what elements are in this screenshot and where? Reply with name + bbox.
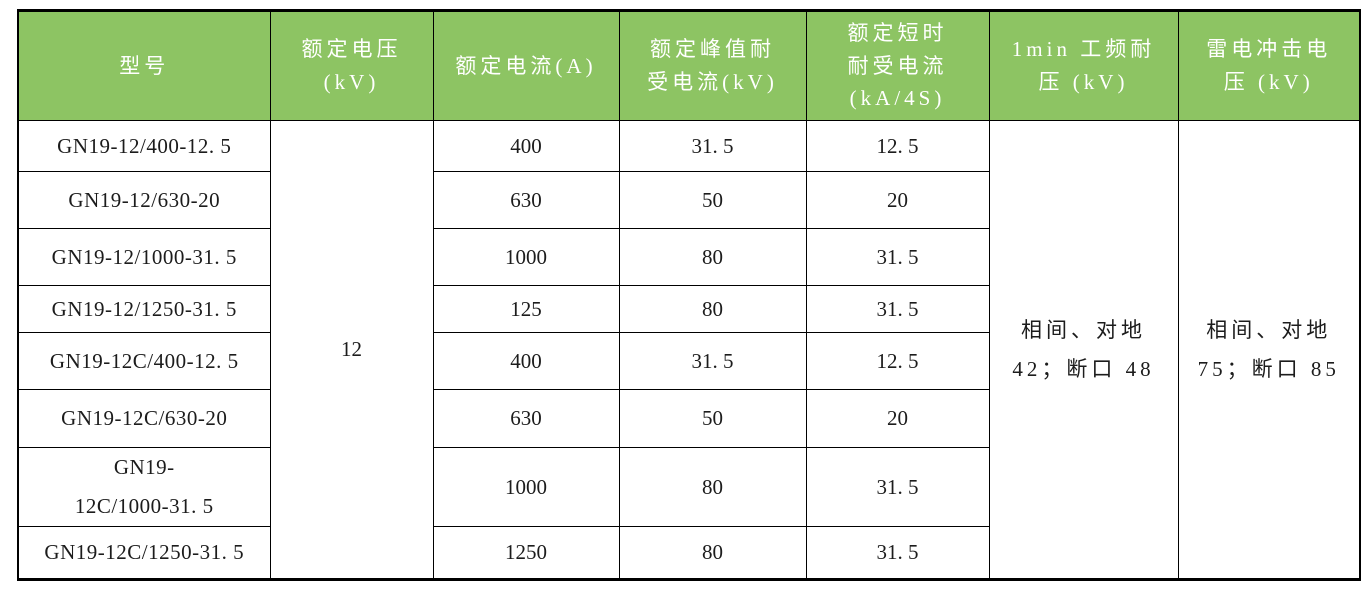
table-row: GN19-12/1250-31. 5 125 80 31. 5 — [17, 285, 1360, 333]
peak-current-cell: 80 — [618, 285, 807, 333]
table-row: GN19-12/630-20 630 50 20 — [17, 171, 1360, 229]
table-row: GN19-12/400-12. 5 12 400 31. 5 12. 5 相间、… — [17, 120, 1361, 580]
header-power-frequency-voltage: 1min 工频耐 压 (kV) — [988, 10, 1179, 121]
short-time-current-cell: 31. 5 — [805, 228, 990, 286]
header-lightning-impulse-voltage: 雷电冲击电 压 (kV) — [1177, 10, 1361, 121]
model-cell: GN19-12C/400-12. 5 — [17, 332, 271, 390]
rated-current-cell: 400 — [432, 120, 620, 172]
model-cell: GN19-12/630-20 — [17, 171, 271, 229]
short-time-current-cell: 12. 5 — [805, 332, 990, 390]
header-model: 型号 — [17, 10, 271, 121]
short-time-current-cell: 20 — [805, 389, 990, 448]
peak-current-cell: 31. 5 — [618, 332, 807, 390]
short-time-current-cell: 12. 5 — [805, 120, 990, 172]
table-row: GN19-12C/1250-31. 5 1250 80 31. 5 — [17, 526, 1360, 580]
peak-current-cell: 80 — [618, 526, 807, 580]
rated-current-cell: 400 — [432, 332, 620, 390]
header-peak-withstand-current: 额定峰值耐 受电流(kV) — [618, 10, 807, 121]
header-rated-voltage: 额定电压 (kV) — [269, 10, 434, 121]
model-cell: GN19-12C/1250-31. 5 — [17, 526, 271, 580]
rated-current-cell: 630 — [432, 171, 620, 229]
short-time-current-cell: 31. 5 — [805, 447, 990, 527]
rated-voltage-merged-cell: 12 — [269, 120, 434, 580]
rated-current-cell: 1250 — [432, 526, 620, 580]
rated-current-cell: 630 — [432, 389, 620, 448]
peak-current-cell: 50 — [618, 389, 807, 448]
peak-current-cell: 80 — [618, 447, 807, 527]
table-row: GN19-12C/630-20 630 50 20 — [17, 389, 1360, 448]
peak-current-cell: 31. 5 — [618, 120, 807, 172]
spec-table: 型号 额定电压 (kV) 额定电流(A) 额定峰值耐 受电流(kV) 额定短时 … — [17, 9, 1361, 581]
model-cell: GN19-12C/630-20 — [17, 389, 271, 448]
power-frequency-merged-cell: 相间、对地 42；断口 48 — [988, 120, 1179, 580]
rated-current-cell: 1000 — [432, 228, 620, 286]
peak-current-cell: 80 — [618, 228, 807, 286]
peak-current-cell: 50 — [618, 171, 807, 229]
spec-table-container: 型号 额定电压 (kV) 额定电流(A) 额定峰值耐 受电流(kV) 额定短时 … — [17, 9, 1361, 581]
short-time-current-cell: 31. 5 — [805, 526, 990, 580]
model-cell: GN19- 12C/1000-31. 5 — [17, 447, 271, 527]
model-cell: GN19-12/1000-31. 5 — [17, 228, 271, 286]
table-row: GN19- 12C/1000-31. 5 1000 80 31. 5 — [17, 447, 1360, 527]
model-cell: GN19-12/1250-31. 5 — [17, 285, 271, 333]
lightning-impulse-merged-cell: 相间、对地 75；断口 85 — [1177, 120, 1361, 580]
header-row: 型号 额定电压 (kV) 额定电流(A) 额定峰值耐 受电流(kV) 额定短时 … — [17, 10, 1361, 121]
rated-current-cell: 125 — [432, 285, 620, 333]
table-row: GN19-12/1000-31. 5 1000 80 31. 5 — [17, 228, 1360, 286]
table-row: GN19-12C/400-12. 5 400 31. 5 12. 5 — [17, 332, 1360, 390]
short-time-current-cell: 31. 5 — [805, 285, 990, 333]
model-cell: GN19-12/400-12. 5 — [17, 120, 271, 172]
header-short-time-current: 额定短时 耐受电流 (kA/4S) — [805, 10, 990, 121]
rated-current-cell: 1000 — [432, 447, 620, 527]
short-time-current-cell: 20 — [805, 171, 990, 229]
header-rated-current: 额定电流(A) — [432, 10, 620, 121]
